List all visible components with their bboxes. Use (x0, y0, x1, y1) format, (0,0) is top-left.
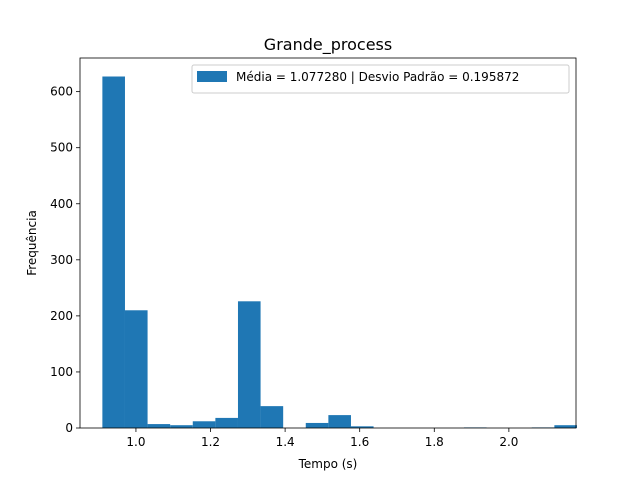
x-tick-label: 1.4 (276, 435, 295, 449)
histogram-bar (124, 310, 148, 428)
legend-box (191, 64, 570, 94)
x-tick-label: 1.0 (126, 435, 145, 449)
histogram-bar (147, 424, 171, 428)
y-axis-label: Frequência (25, 210, 39, 276)
bars-group (102, 76, 577, 428)
y-tick-label: 200 (50, 309, 73, 323)
histogram-bar (237, 301, 261, 428)
y-tick-label: 300 (50, 253, 73, 267)
histogram-bar (102, 76, 125, 428)
histogram-bar (554, 425, 577, 428)
histogram-bar (260, 406, 284, 428)
y-ticks: 0 100 200 300 400 500 600 (50, 85, 80, 435)
x-tick-label: 1.6 (350, 435, 369, 449)
y-tick-label: 600 (50, 85, 73, 99)
x-tick-label: 1.2 (201, 435, 220, 449)
histogram-bar (305, 422, 329, 428)
histogram-bar (215, 417, 238, 428)
y-tick-label: 0 (65, 421, 73, 435)
histogram-bar (350, 426, 374, 428)
plot-frame (79, 57, 577, 429)
histogram-bar (192, 421, 216, 428)
legend: Média = 1.077280 | Desvio Padrão = 0.195… (191, 64, 570, 94)
legend-swatch (197, 71, 227, 82)
y-tick-label: 100 (50, 365, 73, 379)
x-axis-label: Tempo (s) (298, 457, 358, 471)
legend-label: Média = 1.077280 | Desvio Padrão = 0.195… (236, 70, 519, 84)
y-tick-label: 500 (50, 141, 73, 155)
histogram-bar (328, 415, 351, 428)
x-tick-label: 1.8 (425, 435, 444, 449)
y-tick-label: 400 (50, 197, 73, 211)
x-ticks: 1.0 1.2 1.4 1.6 1.8 2.0 (126, 428, 518, 449)
x-tick-label: 2.0 (499, 435, 518, 449)
chart-title: Grande_process (264, 35, 392, 55)
histogram-bar (170, 425, 193, 428)
